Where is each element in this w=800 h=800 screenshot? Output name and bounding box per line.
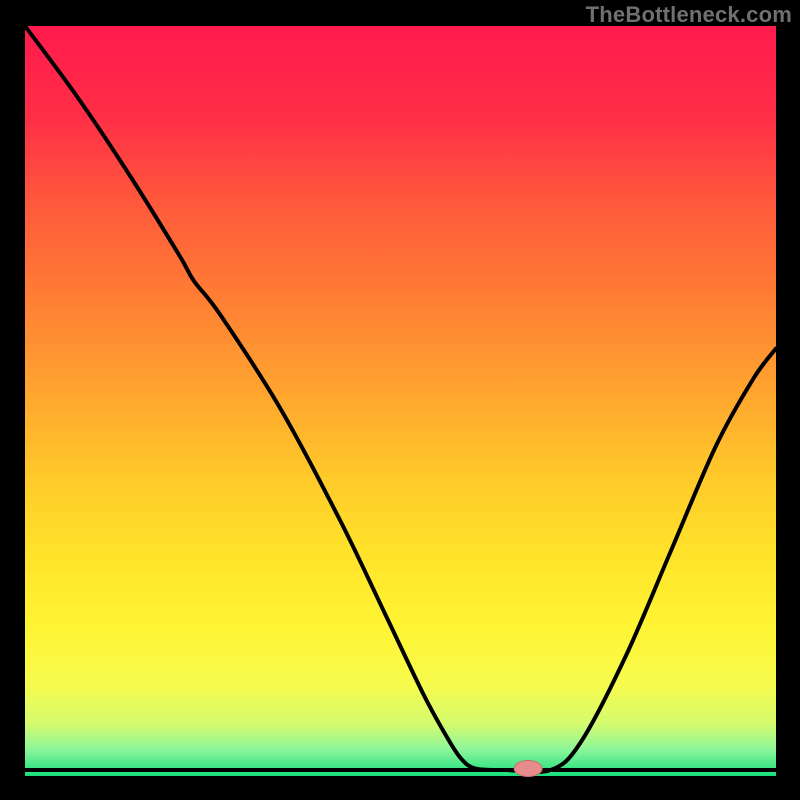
optimum-marker — [514, 761, 542, 777]
bottleneck-chart — [0, 0, 800, 800]
chart-plot-area — [25, 26, 776, 776]
chart-stage: TheBottleneck.com — [0, 0, 800, 800]
